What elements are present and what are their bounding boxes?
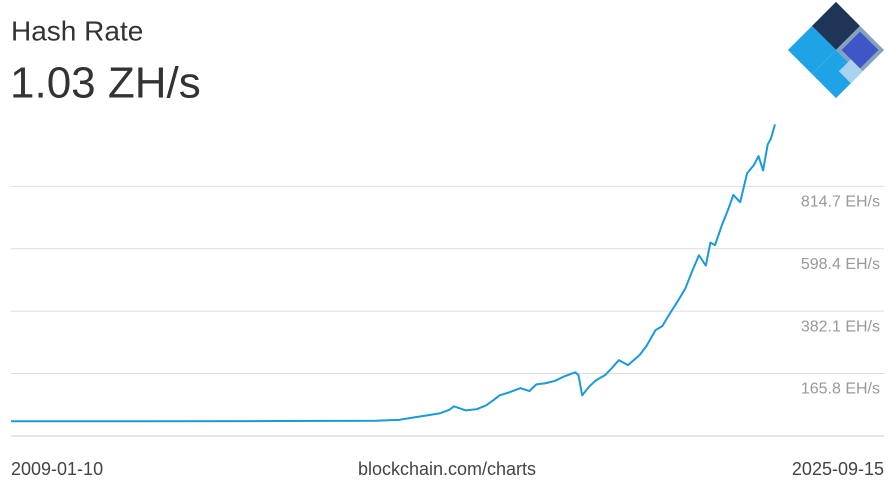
source-label: blockchain.com/charts <box>358 459 536 479</box>
x-tick-label: 2025-09-15 <box>792 459 884 479</box>
logo <box>787 1 885 99</box>
y-tick-label: 382.1 EH/s <box>801 318 880 335</box>
y-tick-label: 165.8 EH/s <box>801 381 880 398</box>
y-tick-label: 598.4 EH/s <box>801 256 880 273</box>
chart-subtitle: 1.03 ZH/s <box>10 59 201 108</box>
x-tick-label: 2009-01-10 <box>11 459 103 479</box>
logo-part <box>811 1 861 50</box>
y-tick-label: 814.7 EH/s <box>801 194 880 211</box>
logo-part <box>841 31 879 69</box>
data-line <box>11 124 776 423</box>
logo-part <box>811 49 861 99</box>
chart-title: Hash Rate <box>11 15 143 46</box>
